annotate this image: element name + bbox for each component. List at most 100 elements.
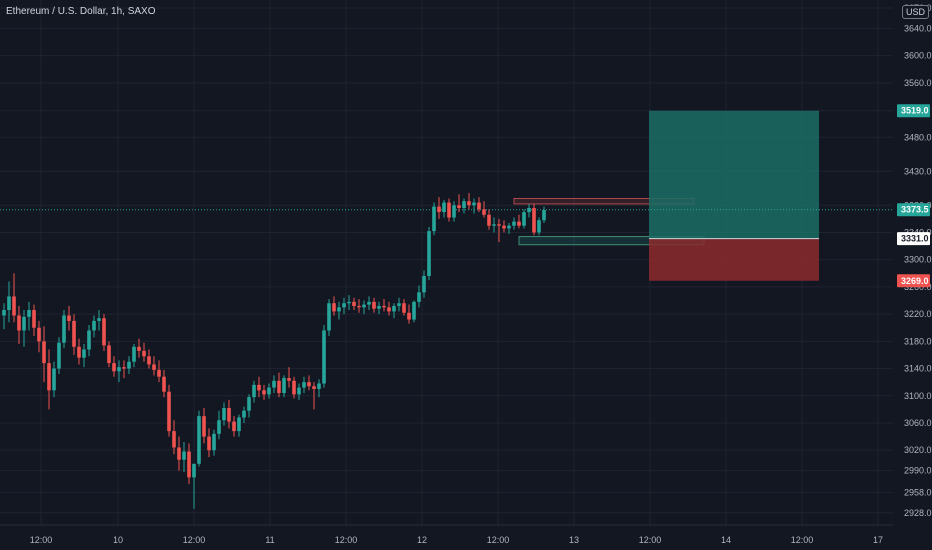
candle-body (342, 303, 346, 308)
time-tick-label: 10 (113, 535, 123, 545)
candle-body (347, 301, 351, 304)
candle-body (447, 202, 451, 218)
candle-body (122, 367, 126, 369)
candle-body (162, 376, 166, 392)
long-position-tool[interactable] (649, 110, 819, 281)
candle-body (247, 397, 251, 411)
candle-body (22, 316, 26, 331)
price-tick-label: 3020.0 (904, 445, 932, 455)
candle-body (532, 207, 536, 233)
candle-body (452, 205, 456, 218)
candle-body (232, 421, 236, 432)
candle-body (512, 221, 516, 226)
price-tick-label: 3060.0 (904, 418, 932, 428)
candle-body (207, 436, 211, 451)
candle-body (142, 350, 146, 357)
candle-body (542, 210, 546, 221)
candle-body (487, 214, 491, 226)
candle-body (252, 384, 256, 398)
candle-body (92, 320, 96, 331)
candle-body (192, 463, 196, 478)
candle-body (367, 301, 371, 305)
candle-body (382, 305, 386, 308)
profit-zone (649, 110, 819, 239)
price-tag-bg (897, 274, 930, 288)
candle-body (407, 312, 411, 320)
time-tick-label: 14 (721, 535, 731, 545)
candle-body (537, 220, 541, 233)
candle-body (292, 380, 296, 395)
candle-body (492, 224, 496, 226)
candle-body (37, 327, 41, 342)
candle-body (117, 367, 121, 372)
price-tick-label: 3430.0 (904, 166, 932, 176)
candle-body (77, 346, 81, 358)
candle-body (282, 378, 286, 394)
price-axis[interactable]: 2928.0 2958.0 2990.0 3020.0 3060.0 3100.0 3140… (904, 3, 932, 518)
candle-body (182, 451, 186, 460)
candle-body (327, 303, 331, 331)
time-tick-label: 12:00 (183, 535, 206, 545)
time-axis[interactable]: 12:00 10 12:00 11 12:00 12 12:00 13 12:00 14 12:00… (0, 524, 893, 545)
candle-body (32, 310, 36, 328)
candle-body (422, 276, 426, 293)
candle-body (277, 380, 281, 394)
candle-body (227, 407, 231, 422)
candle-body (172, 431, 176, 448)
time-tick-label: 12:00 (639, 535, 662, 545)
time-tick-label: 12:00 (30, 535, 53, 545)
candle-body (242, 410, 246, 418)
candle-body (237, 417, 241, 432)
candle-body (52, 368, 56, 391)
candle-body (62, 315, 66, 343)
candle-body (432, 206, 436, 232)
candle-body (527, 207, 531, 213)
candle-body (482, 209, 486, 215)
candle-body (372, 301, 376, 309)
symbol-title[interactable]: Ethereum / U.S. Dollar, 1h, SAXO (6, 6, 156, 17)
price-tag-label: 3269.0 (901, 276, 929, 286)
candle-body (317, 383, 321, 389)
price-tick-label: 2928.0 (904, 508, 932, 518)
candle-body (177, 447, 181, 460)
price-tag-bg (897, 203, 930, 217)
candle-body (12, 296, 16, 316)
price-tag-label: 3373.5 (901, 205, 929, 215)
candle-body (222, 407, 226, 421)
time-tick-label: 17 (873, 535, 883, 545)
candle-body (137, 346, 141, 351)
candle-body (337, 307, 341, 312)
price-tag-label: 3519.0 (901, 106, 929, 116)
price-tag-label: 3331.0 (901, 234, 929, 244)
candle-body (47, 363, 51, 391)
candle-body (257, 384, 261, 391)
candle-body (332, 303, 336, 312)
candle-body (392, 305, 396, 312)
candle-body (147, 356, 151, 365)
candle-body (297, 387, 301, 395)
candle-body (267, 387, 271, 395)
candle-body (397, 303, 401, 306)
candle-body (72, 320, 76, 347)
price-tick-label: 3480.0 (904, 132, 932, 142)
candle-body (202, 416, 206, 437)
candle-body (7, 296, 11, 311)
candle-body (302, 382, 306, 388)
candle-body (27, 310, 31, 317)
price-tick-label: 3180.0 (904, 336, 932, 346)
price-tags: 3519.0 3373.5 3331.0 3269.0 (897, 104, 930, 288)
candle-body (217, 420, 221, 434)
price-tick-label: 3100.0 (904, 391, 932, 401)
candle-body (502, 225, 506, 229)
candle-body (67, 315, 71, 321)
candle-body (402, 303, 406, 313)
candle-body (387, 307, 391, 312)
price-tag-bg (897, 104, 930, 118)
currency-button[interactable]: USD (902, 5, 930, 19)
candle-body (2, 310, 6, 316)
time-tick-label: 12:00 (791, 535, 814, 545)
candle-body (427, 231, 431, 277)
candle-body (82, 349, 86, 358)
candle-body (472, 202, 476, 206)
